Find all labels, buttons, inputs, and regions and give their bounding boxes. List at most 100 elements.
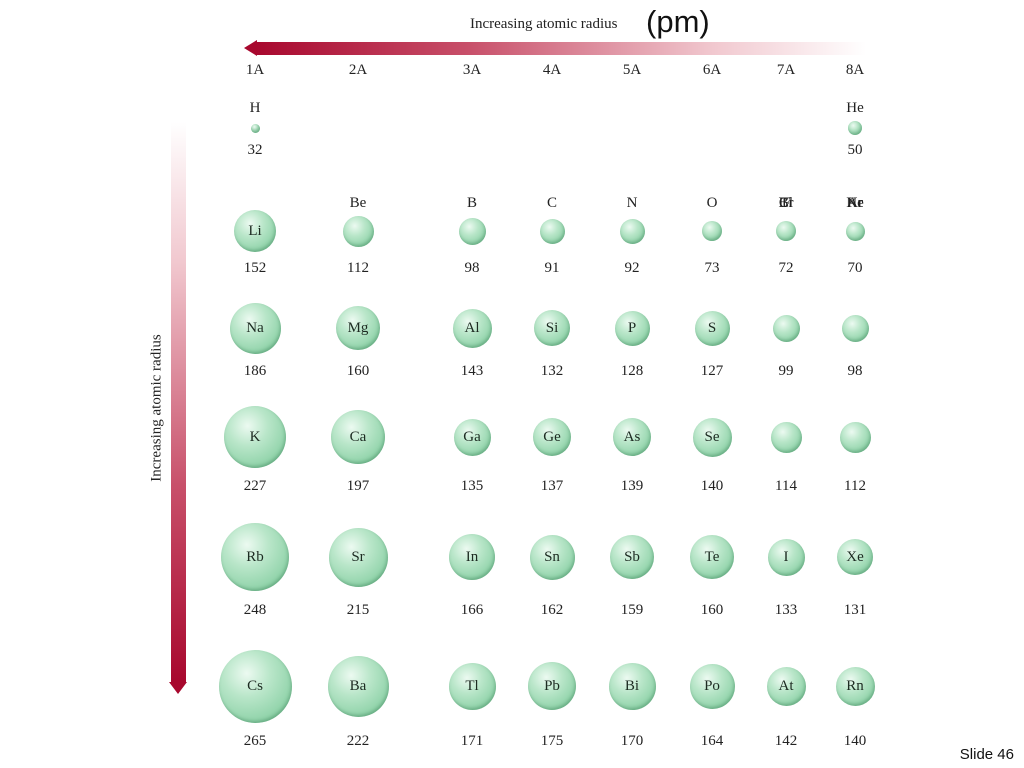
radius-value: 215 [346,602,370,618]
radius-value: 162 [540,602,564,618]
radius-value: 92 [624,260,640,276]
radius-value: 227 [243,478,267,494]
group-label: 4A [542,62,562,78]
atom-f [776,221,796,241]
atom-h [250,123,260,133]
element-symbol: Na [246,319,264,336]
radius-value: 91 [544,260,560,276]
radius-value: 70 [847,260,863,276]
element-symbol: Ge [543,428,561,445]
atom-cs: Cs [218,649,292,723]
element-symbol: C [546,195,558,211]
element-symbol: Sr [351,548,365,565]
element-symbol: H [249,100,261,116]
radius-value: 128 [620,363,644,379]
atom-cl [772,314,800,342]
radius-value: 73 [704,260,720,276]
element-symbol: F [781,195,791,211]
radius-value: 159 [620,602,644,618]
element-symbol: At [778,677,794,694]
radius-value: 164 [700,733,724,749]
radius-value: 142 [774,733,798,749]
element-symbol: Te [704,548,720,565]
atom-ga: Ga [453,418,491,456]
atom-sb: Sb [610,535,654,579]
atom-tl: Tl [448,662,496,710]
radius-value: 127 [700,363,724,379]
element-symbol: Be [349,195,367,211]
element-symbol: Po [704,677,720,694]
radius-value: 166 [460,602,484,618]
atom-po: Po [689,663,735,709]
horizontal-arrow-bar [256,42,866,55]
atom-ba: Ba [327,655,389,717]
element-symbol: Cs [247,677,263,694]
atom-s: S [694,310,730,346]
vertical-arrow-label: Increasing atomic radius [148,334,165,482]
atom-li: Li [234,210,276,252]
element-symbol: Ar [847,195,863,211]
left-arrowhead-icon [244,40,257,56]
group-label: 3A [462,62,482,78]
radius-value: 140 [700,478,724,494]
atom-ge: Ge [533,418,571,456]
atom-o [702,221,722,241]
group-label: 1A [245,62,265,78]
element-symbol: Al [464,319,480,336]
group-label: 8A [845,62,865,78]
radius-value: 248 [243,602,267,618]
atom-ar [841,314,869,342]
radius-value: 197 [346,478,370,494]
atom-si: Si [534,310,570,346]
element-symbol: He [846,100,864,116]
element-symbol: Sn [544,548,560,565]
atom-at: At [766,666,806,706]
element-symbol: N [626,195,638,211]
radius-value: 140 [843,733,867,749]
radius-value: 99 [778,363,794,379]
atom-rn: Rn [835,666,875,706]
atom-as: As [613,418,651,456]
element-symbol: In [465,548,479,565]
radius-value: 160 [700,602,724,618]
radius-value: 131 [843,602,867,618]
element-symbol: Ca [349,428,367,445]
radius-value: 152 [243,260,267,276]
atom-se: Se [692,417,732,457]
element-symbol: Sb [624,548,640,565]
element-symbol: Ba [349,677,367,694]
radius-value: 171 [460,733,484,749]
radius-value: 112 [844,478,866,494]
radius-value: 139 [620,478,644,494]
element-symbol: Br [778,195,794,211]
element-symbol: Rb [246,548,264,565]
atom-br [770,421,802,453]
element-symbol: Ne [846,195,864,211]
atom-na: Na [229,302,281,354]
atom-pb: Pb [528,662,576,710]
atom-be [342,215,374,247]
radius-value: 114 [775,478,797,494]
atom-mg: Mg [336,306,380,350]
atom-xe: Xe [837,539,873,575]
element-symbol: I [783,548,789,565]
group-label: 6A [702,62,722,78]
element-symbol: Cl [778,195,794,211]
element-symbol: Bi [624,677,640,694]
atom-p: P [614,310,650,346]
element-symbol: S [707,319,717,336]
atom-in: In [449,534,495,580]
element-symbol: Rn [846,677,864,694]
radius-value: 186 [243,363,267,379]
radius-value: 112 [347,260,369,276]
radius-value: 160 [346,363,370,379]
radius-value: 132 [540,363,564,379]
atom-he [848,121,862,135]
slide-number: Slide 46 [959,746,1014,763]
radius-value: 265 [243,733,267,749]
group-label: 7A [776,62,796,78]
atom-k: K [224,406,286,468]
group-label: 2A [348,62,368,78]
atom-ne [845,221,865,241]
radius-value: 32 [247,142,263,158]
